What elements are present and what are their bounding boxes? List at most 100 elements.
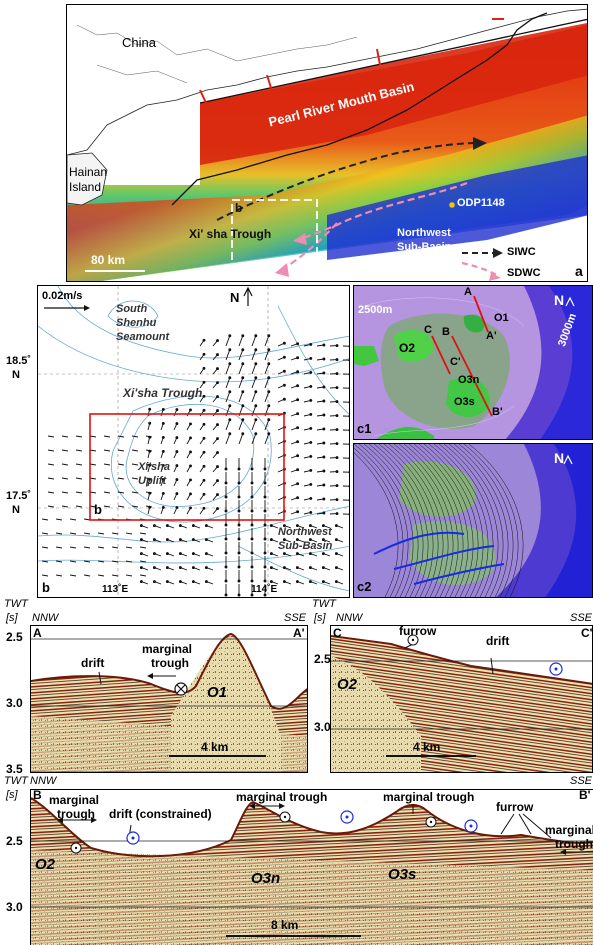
current-vector <box>75 435 82 438</box>
current-vector-head <box>224 495 228 499</box>
seis-b-marginal-trough-2: marginal trough <box>383 790 475 804</box>
current-vector <box>140 532 147 535</box>
current-vector <box>84 546 91 549</box>
current-vector-head <box>178 566 182 570</box>
seis-c-twt: TWT <box>312 598 336 610</box>
current-vector-head <box>202 338 206 342</box>
bathymetry-map <box>67 8 587 281</box>
current-vector <box>103 463 110 466</box>
current-vector-head <box>269 566 273 570</box>
current-vector-head <box>269 538 273 542</box>
current-vector-head <box>216 465 219 469</box>
contour-line <box>354 452 399 597</box>
current-vector-head <box>296 440 300 444</box>
panel-c1-bathymetry: 2500m 3000m N A A' O1 O2 C C' B B' O3n O… <box>353 285 593 440</box>
current-vector-head <box>321 566 325 570</box>
current-vector <box>117 477 124 480</box>
current-vector-head <box>250 509 254 513</box>
current-vector-head <box>348 345 349 348</box>
seis-b-marginal-r1: marginal <box>545 823 593 837</box>
current-vector-head <box>250 551 254 555</box>
current-vector-head <box>348 387 349 390</box>
current-vector-head <box>224 593 228 597</box>
current-vector-head <box>175 464 179 468</box>
current-vector-head <box>295 538 299 542</box>
current-vector-head <box>189 492 192 496</box>
seis-c-scale: 4 km <box>413 740 441 754</box>
current-vector-head <box>322 483 326 487</box>
current-vector <box>131 435 138 438</box>
current-vector-head <box>269 552 273 556</box>
contour-line <box>398 444 454 597</box>
current-vector <box>251 433 257 445</box>
current-vector-head <box>175 478 179 482</box>
north-label-b: N <box>230 290 240 305</box>
current-vector-head <box>189 450 192 454</box>
contour-line <box>443 444 499 597</box>
current-vector-head <box>237 495 241 499</box>
current-vector <box>225 419 231 431</box>
seis-a-nnw: NNW <box>32 612 59 624</box>
current-vector-head <box>216 437 219 441</box>
seis-b-start: B <box>33 789 42 802</box>
current-vector <box>98 560 105 563</box>
current-vector-head <box>267 334 271 338</box>
current-vector-head <box>178 538 182 542</box>
current-vector-head <box>139 580 143 584</box>
current-vector <box>225 377 231 389</box>
current-vector <box>238 335 244 347</box>
seis-b-twt: TWT <box>4 775 28 787</box>
current-vector-head <box>216 381 219 385</box>
contour-line <box>413 444 469 597</box>
lon-114: 114˚E <box>251 584 278 595</box>
seis-b-marginal-trough: marginal trough <box>236 790 328 804</box>
current-vector-head <box>322 343 326 347</box>
current-vector <box>56 574 63 577</box>
seis-b-marginal-r2: trough <box>555 837 593 851</box>
c2-map <box>354 444 592 597</box>
current-vector-head <box>334 566 338 570</box>
contour-line <box>408 444 464 597</box>
current-vector-head <box>282 566 286 570</box>
current-vector-head <box>309 496 313 500</box>
seismic-section-a: A A' drift marginal trough O1 4 km <box>30 625 308 773</box>
seismic-c-image <box>331 634 592 772</box>
profile-line-b <box>451 335 493 417</box>
current-vector-head <box>282 355 286 359</box>
current-vector <box>89 435 96 438</box>
panel-c1-letter: c1 <box>357 421 372 436</box>
current-vector-head <box>322 441 326 445</box>
current-vector <box>89 477 96 480</box>
seis-c-end: C' <box>581 626 593 640</box>
label-xisha-trough-b: Xi'sha Trough <box>123 386 203 400</box>
seis-c-o2: O2 <box>337 676 358 693</box>
current-vector <box>238 391 244 403</box>
current-vector-head <box>334 580 338 584</box>
label-odp1148: ODP1148 <box>457 197 505 209</box>
current-vector <box>251 419 257 431</box>
current-vector <box>264 349 270 361</box>
current-vector-head <box>309 412 313 416</box>
current-vector-head <box>152 552 156 556</box>
current-vector-head <box>335 386 339 390</box>
current-vector <box>264 433 270 445</box>
sdwc-current-arrow <box>298 181 468 241</box>
seismic-b-image <box>31 797 593 945</box>
current-vector-head <box>296 468 300 472</box>
current-vector-head <box>295 566 299 570</box>
c1-O2: O2 <box>399 341 416 355</box>
current-vector-head <box>322 497 326 501</box>
seis-b-o3n: O3n <box>251 870 281 887</box>
seis-c-unit: [s] <box>314 612 326 624</box>
current-vector-head <box>216 367 219 371</box>
current-vector-head <box>296 370 300 374</box>
current-vector-head <box>237 509 241 513</box>
lat-175: 17.5˚ <box>6 490 32 502</box>
current-vector <box>98 532 105 535</box>
basin-outline <box>171 12 548 206</box>
seis-c-nnw: NNW <box>336 612 363 624</box>
current-vector-head <box>139 538 143 542</box>
seis-c-start: C <box>333 626 342 640</box>
current-vector <box>47 463 54 466</box>
current-vector-head <box>321 524 325 528</box>
